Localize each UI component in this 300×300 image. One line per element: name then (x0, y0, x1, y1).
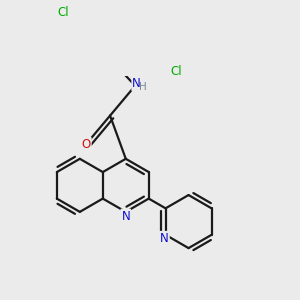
Text: N: N (160, 232, 169, 245)
Text: O: O (82, 138, 91, 151)
Text: N: N (122, 209, 130, 223)
Text: N: N (132, 77, 141, 90)
Text: Cl: Cl (57, 5, 69, 19)
Text: H: H (139, 82, 147, 92)
Text: Cl: Cl (170, 65, 182, 78)
